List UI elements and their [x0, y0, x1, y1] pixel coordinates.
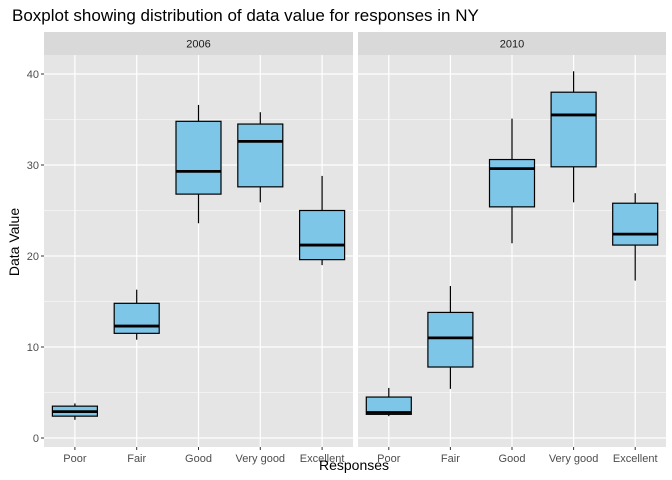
x-tick-label: Poor	[63, 453, 87, 465]
chart-title: Boxplot showing distribution of data val…	[12, 6, 479, 25]
box-2010-fair	[427, 286, 474, 389]
x-tick-label: Poor	[377, 453, 401, 465]
y-tick-label: 0	[33, 433, 39, 445]
box-2006-excellent	[299, 175, 346, 266]
x-tick-label: Fair	[441, 453, 460, 465]
box-iqr	[427, 311, 474, 368]
x-tick-label: Very good	[236, 453, 286, 465]
box-2010-excellent	[612, 193, 659, 281]
facet-panel-2010: 2010 Poor Fair Good Very good Excellent	[358, 32, 666, 465]
box-iqr	[175, 120, 222, 195]
box-2006-very-good	[237, 112, 284, 203]
box-2006-good	[175, 104, 222, 224]
x-tick-label: Very good	[549, 453, 599, 465]
box-iqr	[488, 158, 536, 208]
y-axis: 0 10 20 30 40	[27, 69, 44, 445]
box-iqr	[299, 209, 346, 261]
box-iqr	[113, 302, 160, 334]
y-tick-label: 10	[27, 342, 39, 354]
facet-panel-2006: 2006 Poor Fair Good Very good Excellent	[44, 32, 353, 465]
box-2010-very-good	[550, 71, 597, 203]
box-iqr	[612, 202, 659, 246]
box-2010-poor	[365, 387, 412, 417]
y-axis-title: Data Value	[6, 208, 22, 276]
x-tick-label: Good	[185, 453, 212, 465]
box-2010-good	[488, 118, 536, 244]
y-tick-label: 20	[27, 251, 39, 263]
box-iqr	[365, 396, 412, 415]
box-iqr	[550, 91, 597, 168]
x-tick-label: Excellent	[300, 453, 345, 465]
box-2006-fair	[113, 289, 160, 340]
facet-strip-label: 2010	[500, 39, 524, 51]
facets-layer: 2006 Poor Fair Good Very good Excellent 2010 Po…	[44, 32, 666, 465]
box-2006-poor	[51, 403, 99, 420]
y-tick-label: 40	[27, 69, 39, 81]
x-tick-label: Excellent	[613, 453, 658, 465]
facet-strip	[44, 32, 353, 55]
box-iqr	[237, 123, 284, 188]
y-tick-label: 30	[27, 160, 39, 172]
x-tick-label: Good	[499, 453, 526, 465]
facet-strip-label: 2006	[186, 39, 210, 51]
facet-strip	[358, 32, 666, 55]
x-axis-title: Responses	[319, 457, 389, 473]
x-tick-label: Fair	[127, 453, 146, 465]
